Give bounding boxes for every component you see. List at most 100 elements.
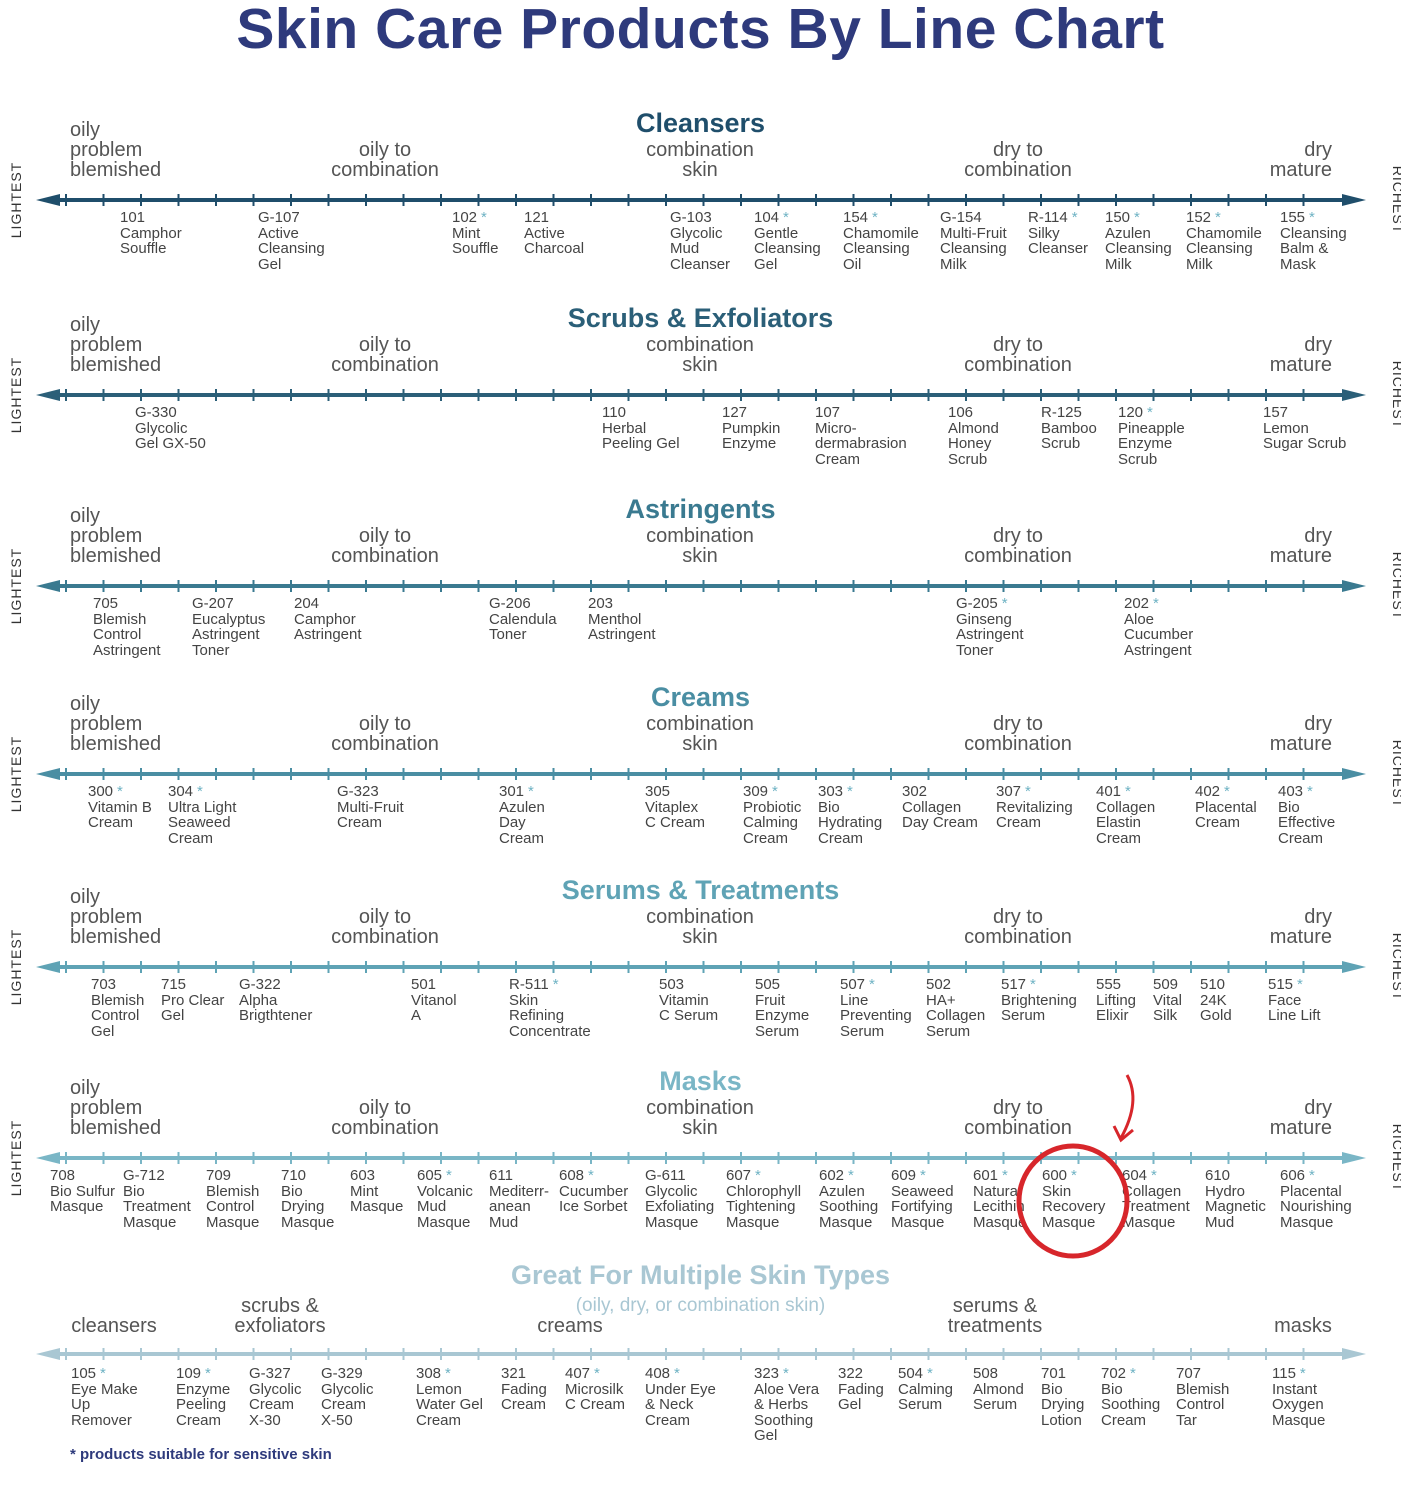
product-item: 701 Bio Drying Lotion bbox=[1041, 1366, 1084, 1428]
product-name-line: X-50 bbox=[321, 1411, 353, 1429]
product-name-line: Silk bbox=[1153, 1007, 1178, 1024]
product-name-line: Fading bbox=[838, 1380, 884, 1398]
product-name-line: Toner bbox=[956, 641, 994, 659]
skin-type-oily-combination: oily to combination bbox=[331, 525, 439, 567]
product-name-line: Blemish bbox=[93, 610, 147, 628]
product-code: 321 bbox=[501, 1365, 527, 1382]
sensitive-star-icon: * bbox=[1001, 595, 1008, 612]
section-cleansers: Cleansers oily problem blemished oily to comb… bbox=[0, 108, 1401, 278]
product-code: 510 bbox=[1200, 976, 1226, 993]
product-name-line: Collagen bbox=[902, 798, 962, 816]
product-name-line: Blemish bbox=[91, 991, 145, 1009]
product-item: G-611 Glycolic Exfoliating Masque bbox=[645, 1168, 714, 1230]
product-code: R-114 bbox=[1028, 209, 1068, 226]
product-code: G-712 bbox=[123, 1167, 165, 1184]
lightest-label: LIGHTEST bbox=[8, 356, 25, 434]
product-name-line: Blemish bbox=[1176, 1380, 1230, 1398]
product-name-line: Lifting bbox=[1096, 991, 1137, 1009]
product-item: G-103 Glycolic Mud Cleanser bbox=[670, 210, 730, 272]
product-name-line: Glycolic bbox=[135, 419, 188, 437]
product-item: 602 * Azulen Soothing Masque bbox=[819, 1168, 878, 1230]
product-item: 105 * Eye Make Up Remover bbox=[71, 1366, 138, 1428]
product-name-line: Mud bbox=[670, 240, 700, 257]
product-name-line: Astringent bbox=[1124, 641, 1192, 659]
product-name-line: Mask bbox=[1280, 255, 1316, 273]
product-name-line: Ultra Light bbox=[168, 798, 237, 816]
product-item: G-107 Active Cleansing Gel bbox=[258, 210, 325, 272]
product-code: 120 bbox=[1118, 404, 1144, 421]
product-name-line: Eucalyptus bbox=[192, 610, 266, 628]
sensitive-star-icon: * bbox=[197, 783, 203, 800]
product-name-line: Instant bbox=[1272, 1380, 1318, 1398]
sensitive-star-icon: * bbox=[848, 1167, 854, 1184]
section-creams: Creams oily problem blemished oily to combina… bbox=[0, 682, 1401, 852]
product-name-line: Bio bbox=[281, 1182, 303, 1200]
product-item: G-206 Calendula Toner bbox=[489, 596, 557, 643]
product-name-line: Serum bbox=[926, 1022, 971, 1040]
product-item: 110 Herbal Peeling Gel bbox=[602, 405, 680, 452]
product-code: 705 bbox=[93, 595, 119, 612]
product-name-line: Gel bbox=[838, 1396, 862, 1413]
skin-type-dry: dry mature bbox=[1269, 1097, 1332, 1139]
product-item: 106 Almond Honey Scrub bbox=[948, 405, 999, 467]
product-name-line: Placental bbox=[1195, 798, 1257, 816]
richest-label: RICHEST bbox=[1390, 360, 1401, 430]
skin-type-dry-combination: dry to combination bbox=[964, 139, 1072, 181]
product-item: 517 * Brightening Serum bbox=[1001, 977, 1077, 1024]
product-item: 127 Pumpkin Enzyme bbox=[722, 405, 780, 452]
product-name-line: Collagen bbox=[926, 1007, 986, 1024]
product-name-line: Multi-Fruit bbox=[940, 224, 1007, 242]
sensitive-star-icon: * bbox=[1130, 1365, 1136, 1382]
product-item: 152 * Chamomile Cleansing Milk bbox=[1186, 210, 1262, 272]
product-name-line: Peeling bbox=[176, 1396, 227, 1413]
product-code: 502 bbox=[926, 976, 952, 993]
product-name-line: Cream bbox=[818, 829, 864, 847]
lightest-label: LIGHTEST bbox=[8, 547, 25, 625]
sensitive-star-icon: * bbox=[1224, 783, 1230, 800]
left-arrow-icon bbox=[36, 768, 60, 780]
product-item: 608 * Cucumber Ice Sorbet bbox=[559, 1168, 628, 1215]
product-code: 101 bbox=[120, 209, 146, 226]
product-item: 603 Mint Masque bbox=[350, 1168, 403, 1215]
sensitive-star-icon: * bbox=[481, 209, 487, 226]
product-item: 611 Mediterr-anean Mud bbox=[489, 1168, 549, 1230]
sensitive-star-icon: * bbox=[1309, 209, 1315, 226]
product-name-line: Masque bbox=[726, 1213, 780, 1231]
product-name-line: Treatment bbox=[1122, 1198, 1190, 1215]
product-code: 715 bbox=[161, 976, 187, 993]
product-name-line: Milk bbox=[1105, 255, 1132, 273]
product-name-line: Cream bbox=[168, 829, 214, 847]
scale-axis bbox=[36, 1152, 1366, 1164]
product-item: G-207 Eucalyptus Astringent Toner bbox=[192, 596, 265, 658]
product-name-line: Chamomile bbox=[1186, 224, 1262, 242]
product-name-line: Ginseng bbox=[956, 610, 1012, 628]
product-name-line: Cream bbox=[499, 829, 545, 847]
skin-type-oily: oily problem blemished bbox=[70, 693, 162, 755]
sensitive-star-icon: * bbox=[869, 976, 875, 993]
product-name-line: Line Lift bbox=[1268, 1007, 1321, 1024]
product-code: 150 bbox=[1105, 209, 1131, 226]
product-name-line: Masque bbox=[973, 1213, 1027, 1231]
product-name-line: Lecithin bbox=[973, 1198, 1025, 1215]
scale-axis bbox=[36, 194, 1366, 206]
sensitive-star-icon: * bbox=[1025, 783, 1031, 800]
section-title: Masks bbox=[659, 1066, 742, 1096]
product-item: 109 * Enzyme Peeling Cream bbox=[176, 1366, 230, 1428]
product-item: R-114 * Silky Cleanser bbox=[1028, 210, 1088, 257]
sensitive-star-icon: * bbox=[445, 1365, 451, 1382]
product-name-line: Oil bbox=[843, 255, 862, 273]
product-item: 503 Vitamin C Serum bbox=[659, 977, 718, 1024]
product-name-line: Almond bbox=[948, 419, 999, 437]
product-name-line: Bio bbox=[1101, 1380, 1123, 1398]
product-name-line: dermabrasion bbox=[815, 435, 907, 452]
product-name-line: Cleansing bbox=[843, 240, 910, 257]
scale-axis bbox=[36, 961, 1366, 973]
product-name-line: Effective bbox=[1278, 814, 1336, 831]
right-arrow-icon bbox=[1342, 389, 1366, 401]
product-name-line: Glycolic bbox=[321, 1380, 374, 1398]
product-code: 309 bbox=[743, 783, 769, 800]
product-code: 707 bbox=[1176, 1365, 1202, 1382]
product-name-line: Soothing bbox=[1101, 1396, 1161, 1413]
product-name-line: Cream bbox=[1278, 829, 1324, 847]
